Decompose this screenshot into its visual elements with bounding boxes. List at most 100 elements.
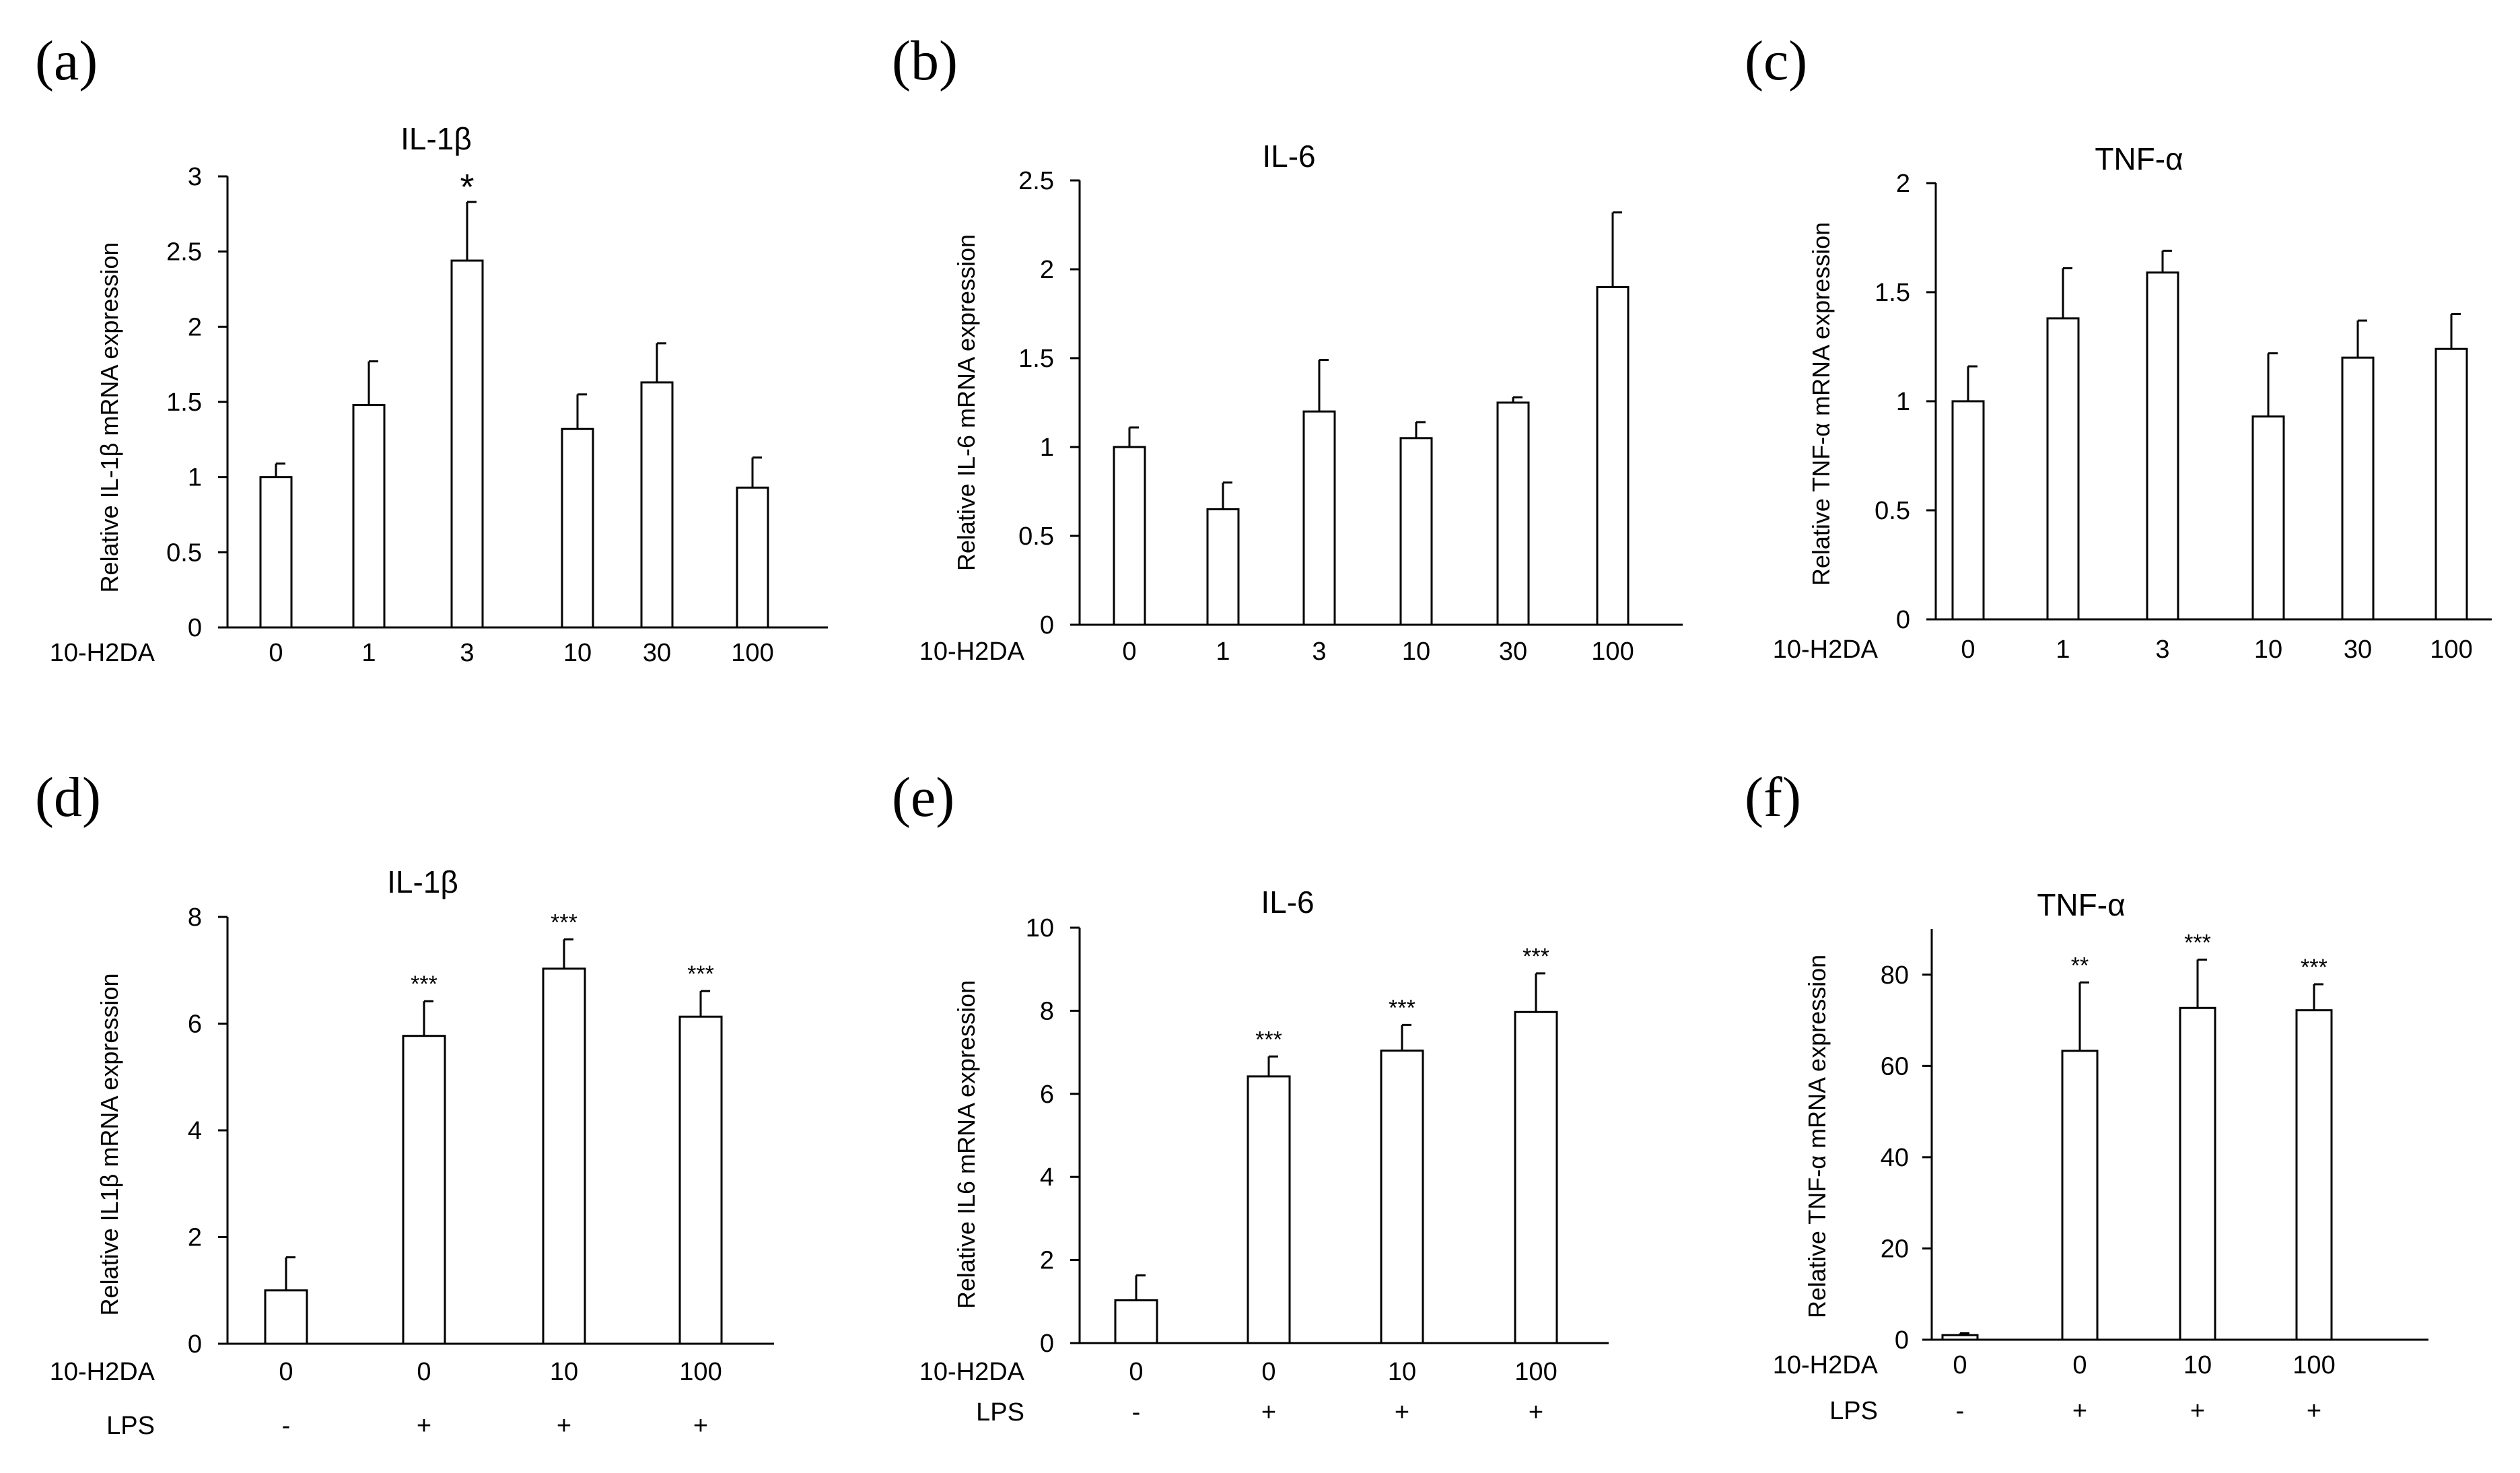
x-tick-label: 100 bbox=[1591, 638, 1634, 666]
y-tick-label: 0 bbox=[1040, 1330, 1054, 1358]
bar bbox=[2046, 317, 2080, 621]
panel-label: (b) bbox=[892, 30, 958, 92]
bar bbox=[1206, 508, 1240, 626]
y-tick-label: 1 bbox=[1040, 434, 1054, 462]
x-tick-label: 0 bbox=[417, 1358, 431, 1386]
y-tick-label: 1 bbox=[1896, 388, 1910, 416]
chart-panel-d: (d) IL-1β Relative IL1β mRNA expression 0 2 4… bbox=[35, 766, 774, 1440]
x-tick-label: + bbox=[557, 1412, 571, 1440]
y-tick-label: 80 bbox=[1881, 961, 1909, 990]
x-tick-label: 3 bbox=[460, 639, 474, 667]
x-tick-label: 3 bbox=[1312, 638, 1326, 666]
bar bbox=[1596, 285, 1630, 626]
category-row-label: 10-H2DA bbox=[919, 638, 1025, 666]
bar bbox=[2341, 356, 2375, 621]
y-tick-label: 0 bbox=[188, 1330, 202, 1359]
chart-panel-b: (b) IL-6 Relative IL-6 mRNA expression 0 0.5… bbox=[892, 30, 1683, 666]
bar bbox=[1247, 1075, 1291, 1344]
y-axis-label: Relative IL-6 mRNA expression bbox=[952, 234, 980, 571]
y-axis-label: Relative TNF-α mRNA expression bbox=[1807, 222, 1835, 586]
significance-label: *** bbox=[2301, 955, 2328, 980]
y-tick-label: 60 bbox=[1881, 1052, 1909, 1081]
category-row-label: 10-H2DA bbox=[50, 1358, 155, 1386]
y-tick-label: 0 bbox=[1895, 1326, 1909, 1355]
category-row-label: LPS bbox=[1829, 1397, 1878, 1425]
x-tick-label: 0 bbox=[269, 639, 283, 667]
chart-title: TNF-α bbox=[2037, 887, 2125, 922]
chart-title: IL-1β bbox=[387, 864, 458, 899]
category-row-label: 10-H2DA bbox=[1773, 636, 1879, 664]
chart-panel-f: (f) TNF-α Relative TNF-α mRNA expression 0 2… bbox=[1745, 766, 2428, 1425]
y-tick-label: 2 bbox=[1040, 256, 1054, 284]
x-tick-label: 0 bbox=[1953, 1351, 1967, 1379]
bar bbox=[1380, 1050, 1424, 1344]
significance-label: *** bbox=[551, 910, 578, 935]
y-tick-label: 20 bbox=[1881, 1235, 1909, 1263]
bar bbox=[1941, 1334, 1979, 1341]
x-tick-label: 10 bbox=[1388, 1358, 1416, 1386]
bar bbox=[2435, 347, 2468, 621]
x-tick-label: 0 bbox=[1122, 638, 1136, 666]
chart-panel-a: (a) IL-1β Relative IL-1β mRNA expression 0 0… bbox=[35, 30, 828, 667]
bar bbox=[561, 427, 594, 629]
y-tick-label: 0.5 bbox=[166, 539, 202, 567]
x-tick-label: 1 bbox=[1216, 638, 1230, 666]
x-tick-label: + bbox=[1261, 1398, 1276, 1427]
panel-label: (a) bbox=[35, 30, 98, 92]
bar bbox=[2061, 1050, 2099, 1341]
y-axis-label: Relative IL-1β mRNA expression bbox=[96, 242, 123, 593]
x-tick-label: 100 bbox=[679, 1358, 722, 1386]
bar bbox=[1951, 400, 1985, 621]
bar bbox=[1114, 1299, 1158, 1344]
y-tick-label: 3 bbox=[188, 163, 202, 191]
y-tick-label: 10 bbox=[1026, 914, 1054, 943]
x-tick-label: 0 bbox=[279, 1358, 293, 1386]
x-tick-label: 30 bbox=[643, 639, 671, 667]
chart-title: IL-6 bbox=[1262, 139, 1315, 174]
chart-title: IL-6 bbox=[1261, 885, 1314, 920]
bar bbox=[1302, 410, 1336, 626]
x-tick-label: - bbox=[1132, 1398, 1141, 1427]
panel-label: (f) bbox=[1745, 766, 1801, 829]
x-tick-label: - bbox=[1956, 1397, 1965, 1425]
chart-title: TNF-α bbox=[2095, 141, 2183, 176]
x-tick-label: 30 bbox=[1499, 638, 1527, 666]
bar bbox=[2251, 415, 2285, 621]
y-tick-label: 0 bbox=[1040, 611, 1054, 640]
y-tick-label: 8 bbox=[1040, 997, 1054, 1025]
x-tick-label: 0 bbox=[1961, 636, 1975, 664]
x-tick-label: 10 bbox=[2254, 636, 2282, 664]
significance-label: *** bbox=[1523, 944, 1549, 969]
category-row-label: LPS bbox=[106, 1412, 155, 1440]
bar bbox=[736, 486, 769, 629]
x-tick-label: + bbox=[693, 1412, 708, 1440]
y-tick-label: 0.5 bbox=[1875, 497, 1910, 525]
x-tick-label: 1 bbox=[2056, 636, 2070, 664]
x-tick-label: 100 bbox=[1514, 1358, 1557, 1386]
y-tick-label: 2.5 bbox=[1018, 167, 1054, 195]
y-tick-label: 4 bbox=[188, 1117, 202, 1145]
category-row-label: LPS bbox=[976, 1398, 1024, 1427]
significance-label: ** bbox=[2071, 953, 2089, 978]
x-tick-label: + bbox=[2072, 1397, 2087, 1425]
significance-label: *** bbox=[2184, 930, 2211, 955]
x-tick-label: 10 bbox=[2183, 1351, 2212, 1379]
bar bbox=[402, 1035, 446, 1345]
y-tick-label: 2 bbox=[1040, 1247, 1054, 1275]
y-tick-label: 0 bbox=[1896, 606, 1910, 634]
panel-label: (e) bbox=[892, 766, 954, 829]
chart-panel-c: (c) TNF-α Relative TNF-α mRNA expression 0 0… bbox=[1745, 30, 2492, 664]
bar bbox=[352, 403, 386, 629]
x-tick-label: + bbox=[1395, 1398, 1409, 1427]
chart-title: IL-1β bbox=[400, 121, 472, 156]
bar bbox=[264, 1289, 308, 1345]
bar bbox=[1514, 1010, 1558, 1344]
y-axis-label: Relative IL6 mRNA expression bbox=[952, 980, 980, 1309]
y-tick-label: 0 bbox=[188, 614, 202, 642]
significance-label: * bbox=[460, 167, 474, 207]
y-tick-label: 6 bbox=[1040, 1081, 1054, 1109]
bar bbox=[259, 476, 293, 629]
x-tick-label: 10 bbox=[550, 1358, 578, 1386]
category-row-label: 10-H2DA bbox=[50, 639, 155, 667]
